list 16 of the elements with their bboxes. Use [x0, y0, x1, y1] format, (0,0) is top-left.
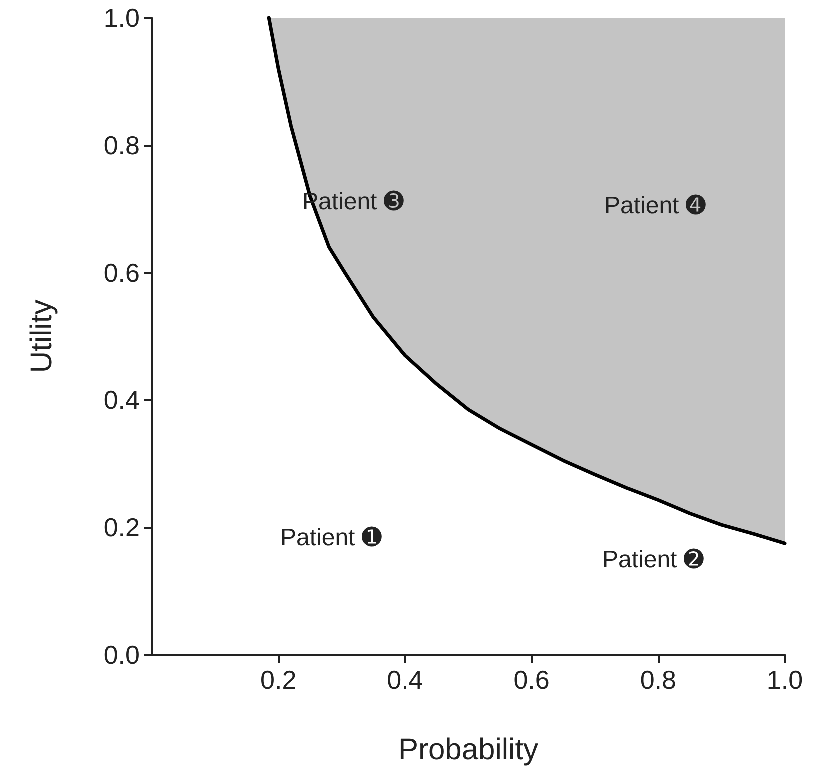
x-tick-label: 0.6 [514, 665, 550, 695]
x-tick-label: 1.0 [766, 665, 804, 695]
y-tick-label: 0.8 [104, 130, 140, 160]
y-tick-label: 1.0 [104, 3, 140, 33]
y-tick-label: 0.6 [104, 258, 140, 288]
annotation: Patient ➊ [280, 524, 382, 552]
annotation: Patient ➍ [604, 192, 706, 220]
x-tick-label: 0.2 [260, 665, 297, 695]
x-axis-title: Probability [398, 734, 539, 766]
x-tick-label: 0.8 [640, 665, 676, 695]
y-tick-label: 0.4 [104, 385, 140, 416]
y-axis-title: Utility [26, 300, 58, 374]
y-tick-label: 0.2 [104, 512, 140, 543]
y-tick-label: 0.0 [104, 640, 140, 670]
x-tick-label: 0.4 [387, 665, 424, 695]
annotation: Patient ➋ [602, 546, 704, 574]
